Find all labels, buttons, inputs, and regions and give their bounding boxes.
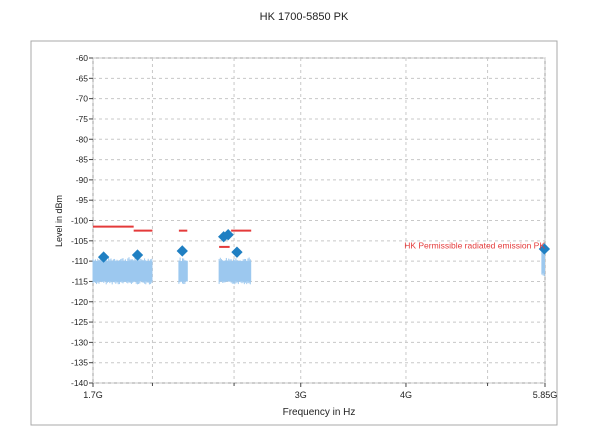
plot-area: [92, 57, 546, 384]
y-tick-label: -90: [76, 175, 89, 185]
trace-noise: [92, 257, 153, 285]
peak-marker: [538, 243, 551, 255]
peak-marker: [131, 249, 144, 261]
outer-frame: [30, 40, 558, 426]
y-tick-label: -80: [76, 134, 89, 144]
chart-title: HK 1700-5850 PK: [260, 11, 349, 23]
limit-line-label: HK Permissible radiated emission PK: [404, 241, 545, 251]
x-tick-label: 3G: [295, 390, 307, 400]
marker-layer: [97, 229, 551, 263]
x-tick-label: 4G: [400, 390, 412, 400]
peak-marker: [176, 245, 188, 257]
label-layer: HK Permissible radiated emission PK: [404, 241, 545, 251]
y-tick-label: -70: [76, 94, 89, 104]
y-tick-label: -115: [72, 276, 89, 286]
trace-layer: [92, 249, 545, 285]
y-tick-label: -100: [71, 216, 88, 226]
y-tick-label: -125: [71, 317, 88, 327]
x-axis-label: Frequency in Hz: [283, 407, 356, 418]
peak-marker: [222, 229, 234, 241]
y-tick-label: -120: [71, 297, 88, 307]
y-tick-label: -75: [76, 114, 89, 124]
y-tick-label: -105: [71, 236, 88, 246]
y-tick-label: -60: [76, 53, 89, 63]
y-axis: -140 -135 -130 -125 -120 -115 -110 -105 -100 -95 -…: [71, 53, 93, 388]
x-tick-label: 5.85G: [533, 390, 558, 400]
trace-noise: [218, 257, 251, 285]
peak-marker: [231, 246, 243, 258]
y-tick-label: -85: [76, 155, 89, 165]
x-axis: 1.7G 3G 4G 5.85G: [83, 383, 557, 400]
y-axis-label: Level in dBm: [54, 195, 64, 247]
trace-noise: [178, 257, 188, 285]
y-tick-label: -140: [71, 378, 88, 388]
y-tick-label: -95: [76, 195, 89, 205]
y-tick-label: -110: [72, 256, 89, 266]
y-tick-label: -65: [76, 73, 89, 83]
y-tick-label: -130: [71, 337, 88, 347]
x-tick-label: 1.7G: [83, 390, 103, 400]
y-tick-label: -135: [71, 358, 88, 368]
trace-segment: [178, 261, 188, 282]
